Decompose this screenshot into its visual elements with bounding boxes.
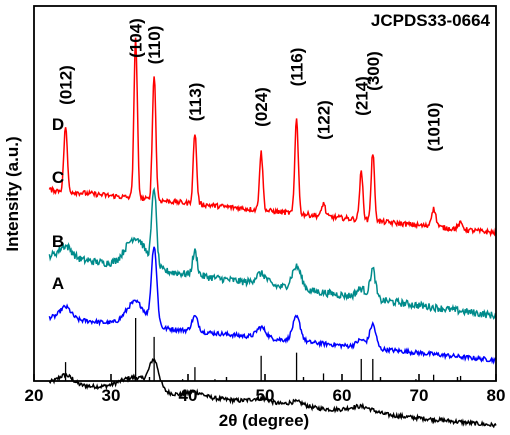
series-curves [48, 37, 497, 429]
peak-label-3: (113) [186, 83, 205, 122]
peak-label-7: (214) [352, 76, 371, 116]
y-axis-label: Intensity (a.u.) [3, 136, 22, 251]
series-label-C: C [52, 168, 64, 187]
peak-label-0: (012) [57, 65, 76, 105]
x-tick-label-0: 20 [25, 386, 44, 405]
peak-label-1: (104) [127, 18, 146, 58]
peak-label-4: (024) [252, 87, 271, 127]
x-tick-label-6: 80 [487, 386, 506, 405]
series-line-B [48, 246, 497, 365]
peak-label-5: (116) [288, 48, 307, 87]
series-label-D: D [52, 115, 64, 134]
x-axis-label: 2θ (degree) [219, 411, 309, 430]
series-label-A: A [52, 274, 64, 293]
axes: 20 30 40 50 60 70 80 [25, 5, 506, 405]
reference-lines [64, 318, 462, 381]
series-label-B: B [52, 232, 64, 251]
peak-label-6: (122) [315, 100, 334, 140]
series-line-C [48, 186, 497, 320]
chart-labels: A B C D (012) (104) (110) (113) (024) (116) (122) (… [52, 18, 444, 293]
peak-label-2: (110) [145, 26, 164, 65]
series-line-A [48, 356, 497, 429]
x-tick-label-2: 40 [179, 386, 198, 405]
series-line-D [48, 37, 497, 238]
x-tick-label-1: 30 [102, 386, 121, 405]
x-tick-label-4: 60 [333, 386, 352, 405]
x-tick-label-3: 50 [256, 386, 275, 405]
peak-label-8: (300) [364, 51, 383, 91]
x-tick-label-5: 70 [410, 386, 429, 405]
peak-label-9: (1010) [425, 102, 444, 151]
reference-card-label: JCPDS33-0664 [371, 11, 491, 30]
